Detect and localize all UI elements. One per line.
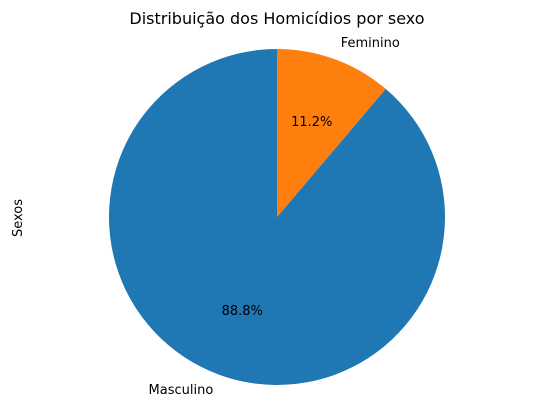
slice-label-masculino: Masculino	[149, 383, 214, 398]
pie-labels: Masculino 88.8% Feminino 11.2%	[149, 36, 400, 398]
pie-slice-feminino	[277, 49, 386, 217]
y-axis-label: Sexos	[11, 199, 26, 237]
slice-percent-masculino: 88.8%	[222, 304, 263, 319]
pie-slices	[108, 49, 445, 385]
slice-label-feminino: Feminino	[341, 36, 400, 51]
slice-percent-feminino: 11.2%	[291, 115, 332, 130]
chart-title: Distribuição dos Homicídios por sexo	[129, 9, 424, 28]
